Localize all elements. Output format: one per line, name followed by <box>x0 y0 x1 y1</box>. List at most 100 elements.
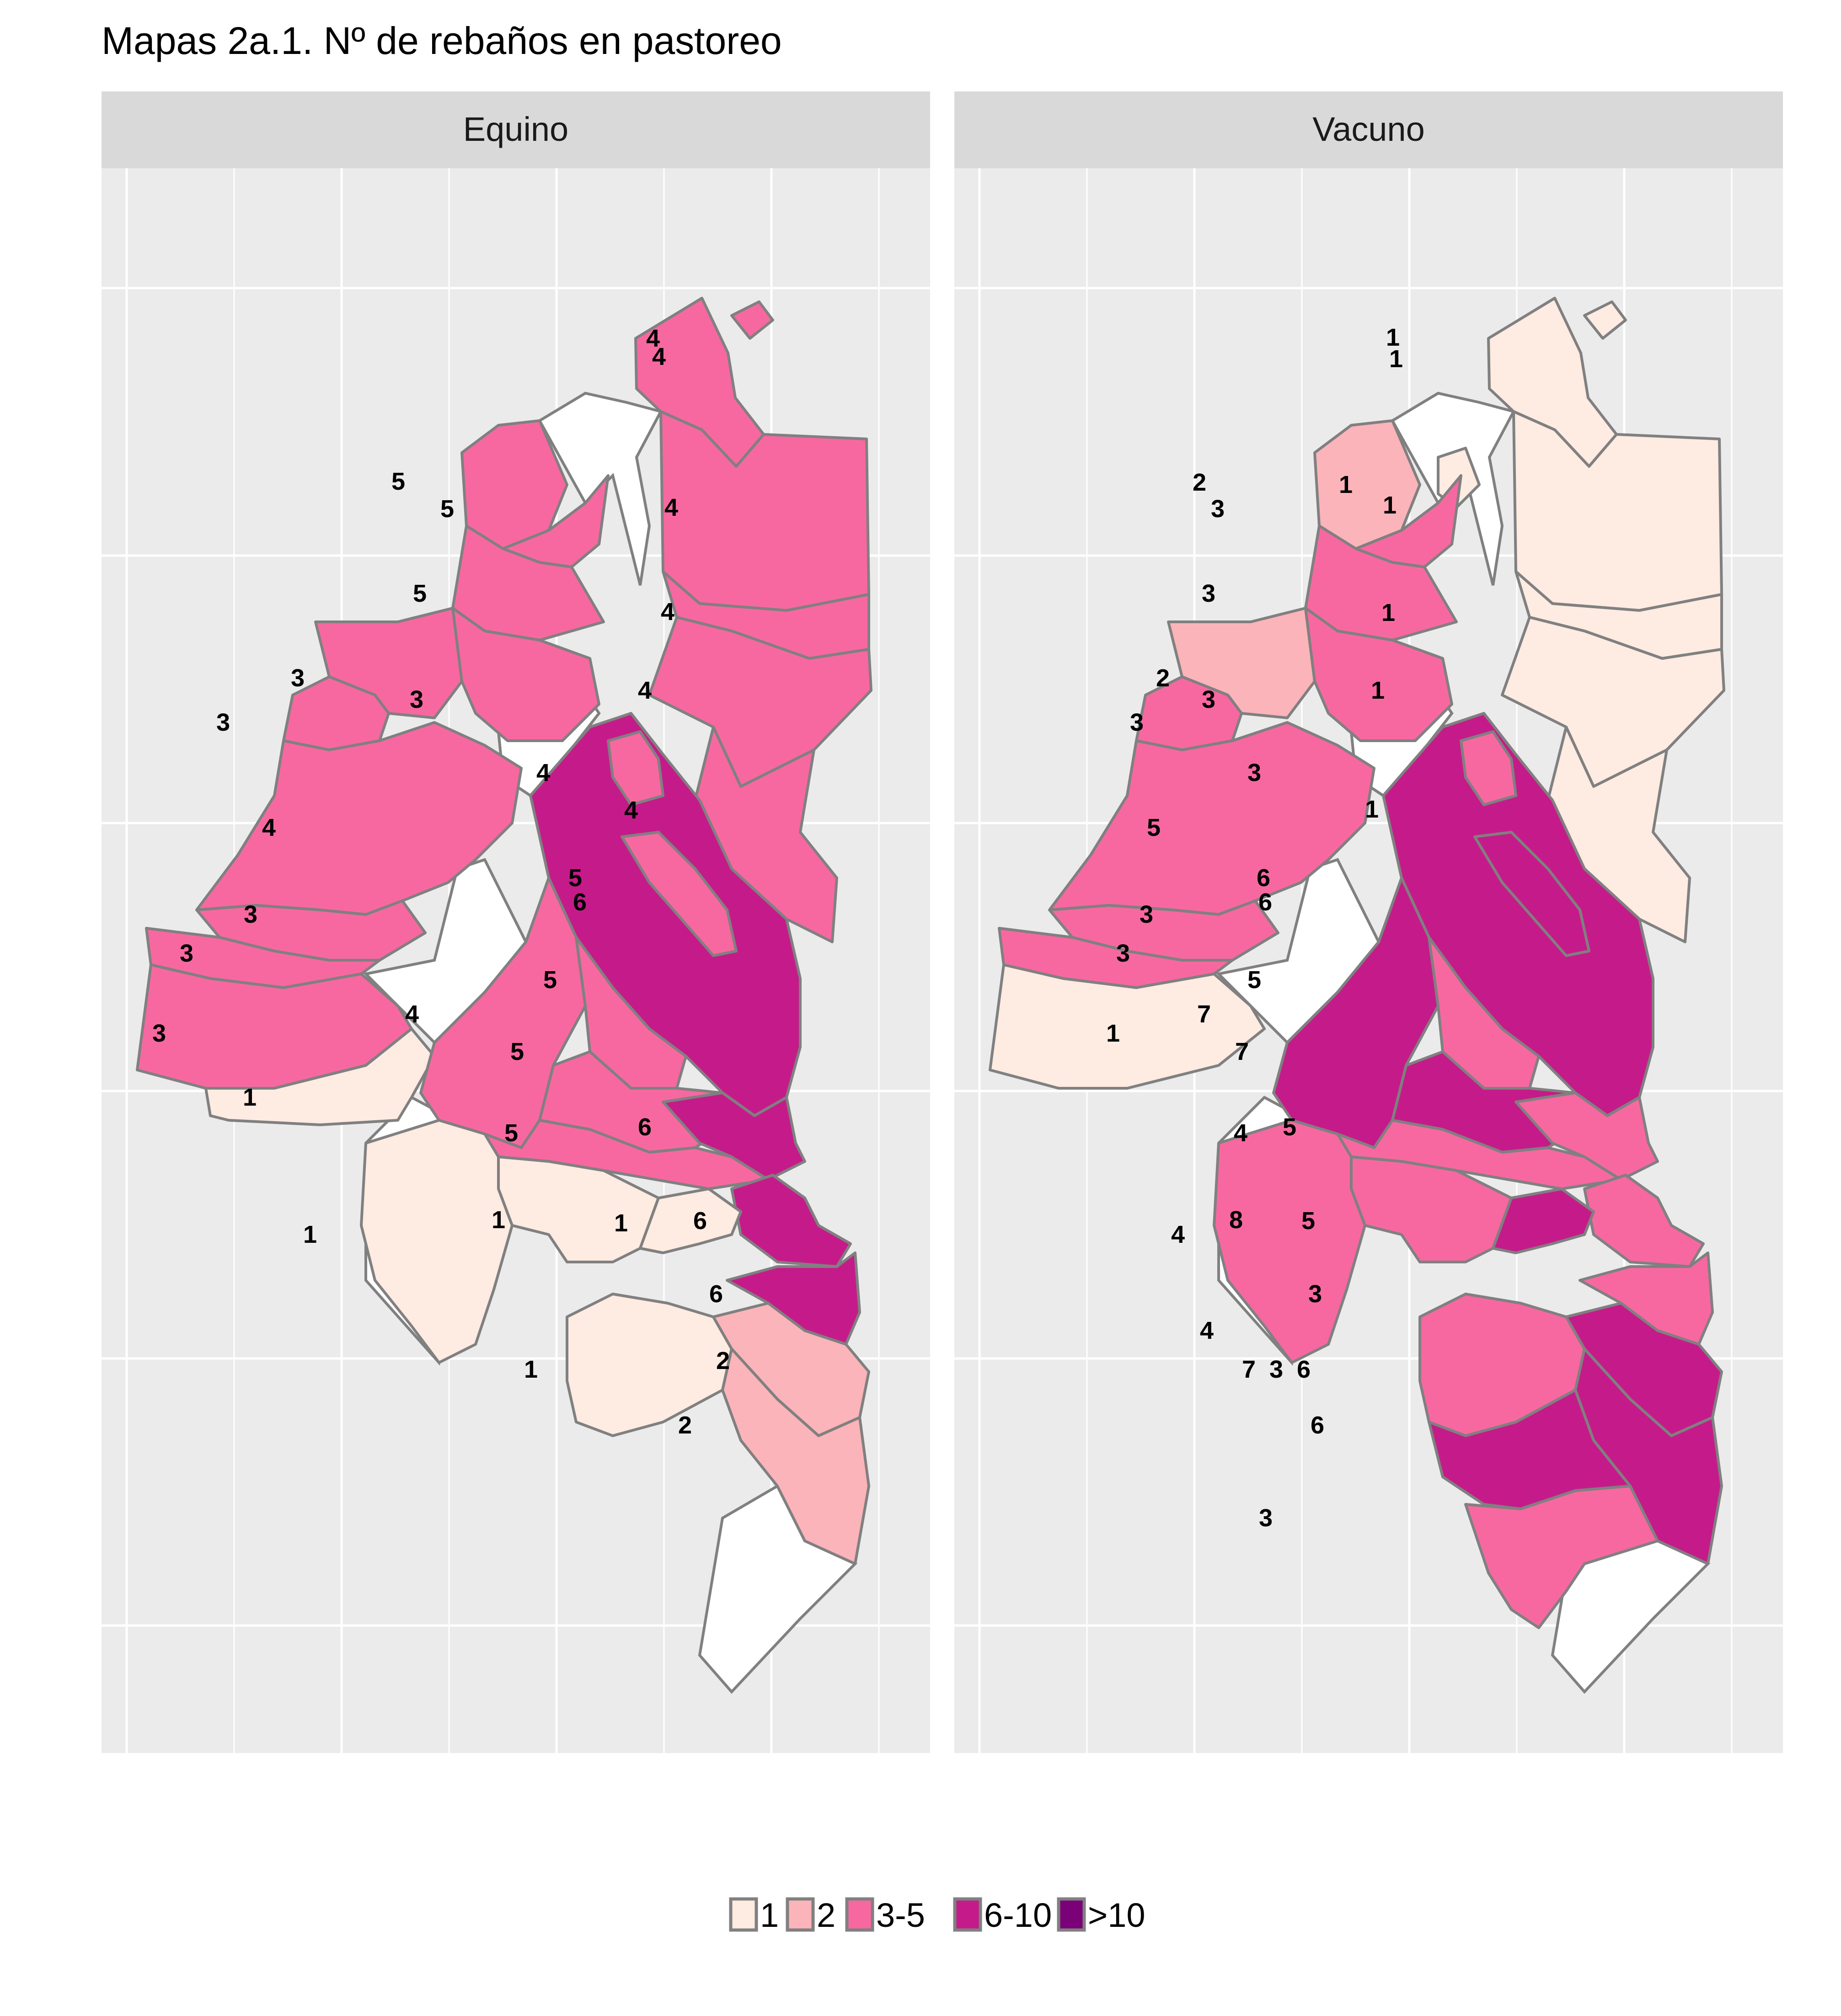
region-label: 3 <box>1308 1280 1322 1308</box>
region-se_2 <box>730 1174 852 1268</box>
region-label: 6 <box>1257 864 1270 892</box>
region-label: 3 <box>291 664 305 692</box>
region-w_big <box>1048 721 1375 916</box>
region-label: 6 <box>1297 1356 1311 1383</box>
region-label: 2 <box>1193 469 1206 496</box>
legend-label: 1 <box>760 1896 779 1934</box>
region-label: 1 <box>1389 345 1403 373</box>
region-label: 1 <box>492 1206 505 1234</box>
region-label: 1 <box>1339 471 1353 498</box>
legend-label: 2 <box>817 1896 835 1934</box>
region-center_inner <box>621 831 738 957</box>
region-label: 6 <box>573 888 587 916</box>
region-label: 4 <box>646 325 660 352</box>
region-se_2 <box>1583 1174 1705 1268</box>
region-label: 4 <box>1171 1221 1185 1248</box>
region-s_2 <box>1492 1187 1595 1254</box>
region-east_3 <box>648 616 872 788</box>
region-label: 4 <box>624 797 638 824</box>
legend-label: 3-5 <box>876 1896 925 1934</box>
region-label: 4 <box>652 343 666 370</box>
region-label: 3 <box>1140 901 1153 928</box>
region-label: 7 <box>1242 1356 1256 1383</box>
region-label: 3 <box>244 901 257 928</box>
region-center_inner_b <box>1460 730 1517 806</box>
region-label: 3 <box>152 1020 166 1047</box>
region-label: 3 <box>1247 759 1261 786</box>
region-label: 1 <box>1371 677 1385 704</box>
region-label: 5 <box>1301 1207 1315 1235</box>
region-label: 3 <box>1202 686 1215 713</box>
panel-vacuno-strip <box>954 91 1783 168</box>
region-label: 3 <box>1259 1504 1273 1532</box>
region-east_1 <box>659 410 870 612</box>
region-label: 3 <box>1269 1356 1283 1383</box>
region-label: 1 <box>303 1221 317 1248</box>
region-label: 5 <box>543 966 557 994</box>
legend-swatch <box>845 1897 874 1932</box>
region-label: 7 <box>1197 1000 1211 1028</box>
panel-equino-title: Equino <box>463 110 568 148</box>
region-center_inner_b <box>607 730 664 806</box>
region-label: 1 <box>1106 1020 1120 1047</box>
region-label: 3 <box>410 686 423 713</box>
region-s_3 <box>360 1119 514 1364</box>
region-s_6 <box>721 1348 870 1565</box>
region-label: 6 <box>638 1113 652 1141</box>
region-label: 3 <box>1116 940 1130 967</box>
region-label: 4 <box>262 814 276 841</box>
panel-vacuno-title: Vacuno <box>1312 110 1425 148</box>
region-label: 3 <box>1202 580 1215 607</box>
region-label: 1 <box>524 1356 538 1383</box>
legend-swatch <box>1057 1897 1086 1932</box>
region-label: 1 <box>1381 599 1395 626</box>
region-label: 4 <box>536 759 550 786</box>
region-label: 3 <box>1130 709 1144 736</box>
region-w_2 <box>451 607 600 742</box>
region-label: 4 <box>638 677 652 704</box>
region-label: 4 <box>1234 1119 1247 1147</box>
region-label: 8 <box>1229 1206 1243 1234</box>
region-label: 7 <box>1235 1038 1249 1065</box>
region-label: 4 <box>664 494 678 521</box>
region-label: 1 <box>1365 796 1379 823</box>
region-north_top_inner <box>1583 300 1627 340</box>
legend-swatch <box>786 1897 815 1932</box>
region-label: 5 <box>510 1038 524 1065</box>
region-label: 1 <box>243 1084 257 1111</box>
region-w_6 <box>989 963 1266 1090</box>
region-w_2 <box>1304 607 1453 742</box>
panel-equino-strip <box>102 91 930 168</box>
figure-title: Mapas 2a.1. Nº de rebaños en pastoreo <box>102 19 782 62</box>
legend-swatch <box>953 1897 982 1932</box>
region-label: 6 <box>1258 888 1272 916</box>
region-label: 1 <box>1386 324 1400 351</box>
region-label: 5 <box>1247 966 1261 994</box>
region-label: 5 <box>504 1119 518 1147</box>
region-east_3 <box>1501 616 1725 788</box>
region-label: 5 <box>413 580 427 607</box>
region-s_3 <box>1213 1119 1366 1364</box>
region-center_inner <box>1473 831 1590 957</box>
region-label: 5 <box>1147 814 1161 841</box>
legend-label: 6-10 <box>984 1896 1052 1934</box>
region-label: 3 <box>216 709 230 736</box>
region-label: 1 <box>1383 492 1397 519</box>
legend: 1 2 3-5 6-10 >10 <box>729 1896 1145 1934</box>
region-label: 5 <box>1283 1113 1296 1141</box>
region-s_8 <box>1464 1485 1659 1629</box>
region-se_1 <box>662 1091 806 1181</box>
region-label: 5 <box>391 468 405 495</box>
region-s_2 <box>639 1187 742 1254</box>
region-w_south <box>204 1027 436 1126</box>
region-label: 4 <box>661 598 674 626</box>
region-label: 6 <box>709 1280 723 1308</box>
region-label: 5 <box>440 495 454 523</box>
region-label: 3 <box>180 940 193 967</box>
region-label: 6 <box>693 1207 707 1235</box>
region-label: 3 <box>1211 495 1225 523</box>
region-east_1 <box>1512 410 1723 612</box>
